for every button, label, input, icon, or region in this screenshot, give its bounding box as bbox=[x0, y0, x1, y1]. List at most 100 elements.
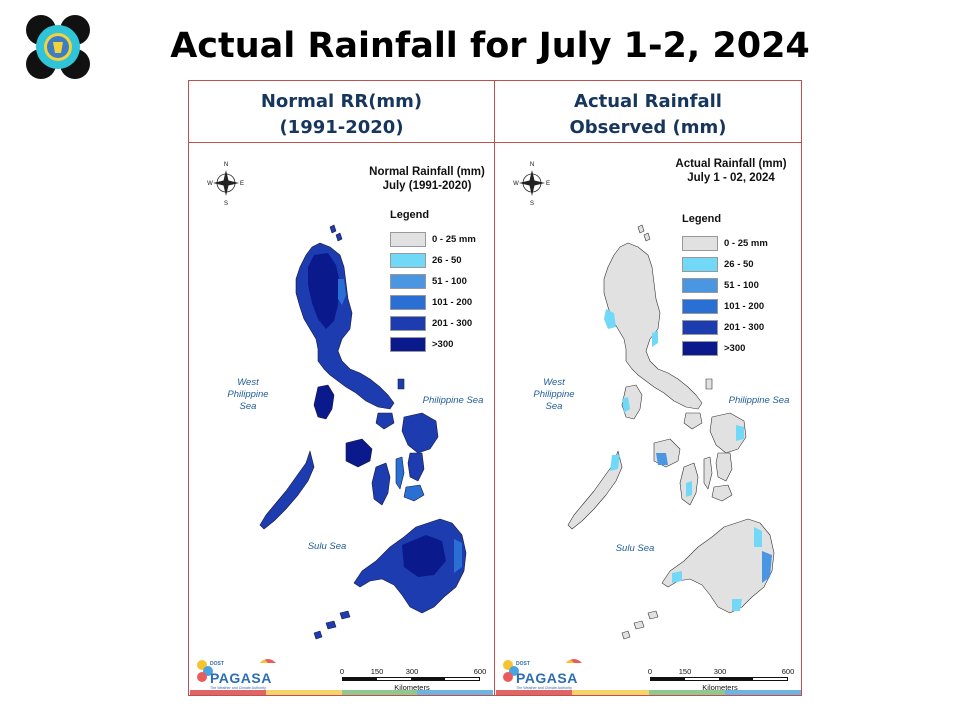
legend-label: 51 - 100 bbox=[724, 280, 759, 291]
legend-row: 0 - 25 mm bbox=[390, 229, 476, 250]
cebu-island bbox=[395, 456, 405, 490]
legend-label: >300 bbox=[432, 339, 454, 350]
legend-label: 101 - 200 bbox=[432, 297, 473, 308]
legend-label: 201 - 300 bbox=[724, 322, 765, 333]
cagayan-zone bbox=[338, 279, 346, 305]
legend-label: 26 - 50 bbox=[724, 259, 754, 270]
bohol-island bbox=[403, 484, 425, 502]
compass-west: W bbox=[513, 181, 519, 187]
west-philippine-sea-label: West Philippine Sea bbox=[524, 377, 584, 413]
mindanao-south-wet-patch bbox=[732, 599, 742, 611]
mindanao-east-wet-patch bbox=[762, 551, 772, 583]
west-sea-label-line1: West bbox=[543, 377, 565, 388]
actual-rainfall-header-line2: Observed (mm) bbox=[569, 117, 727, 138]
normal-rainfall-header-line1: Normal RR(mm) bbox=[260, 91, 423, 112]
legend-swatch bbox=[682, 236, 718, 251]
column-divider bbox=[494, 81, 495, 695]
scale-ticks: 0 150 300 600 bbox=[339, 667, 486, 677]
scale-units: Kilometers bbox=[394, 683, 430, 692]
sulu-sea-label: Sulu Sea bbox=[615, 543, 655, 554]
west-sea-label-line2: Philippine Sea bbox=[533, 389, 575, 412]
philippine-sea-label: Philippine Sea bbox=[728, 395, 790, 406]
legend-swatch bbox=[682, 257, 718, 272]
west-sea-label-line1: West bbox=[237, 377, 259, 388]
bohol-island bbox=[711, 484, 733, 502]
legend-row: 26 - 50 bbox=[682, 254, 768, 275]
actual-rainfall-map: N S E W bbox=[503, 162, 775, 682]
header-divider bbox=[189, 142, 801, 143]
compass-rose-icon: N S E W bbox=[513, 162, 550, 207]
actual-rainfall-header-line1: Actual Rainfall bbox=[574, 91, 722, 112]
cebu-island bbox=[703, 456, 713, 490]
legend-swatch bbox=[682, 341, 718, 356]
normal-map-title: Normal Rainfall (mm) July (1991-2020) bbox=[362, 165, 492, 193]
strip-segment bbox=[648, 690, 725, 695]
catanduanes-island bbox=[397, 378, 405, 390]
legend-label: 0 - 25 mm bbox=[724, 238, 768, 249]
actual-map-title-line1: Actual Rainfall (mm) bbox=[675, 158, 787, 170]
legend-row: >300 bbox=[682, 338, 768, 359]
sulu-islands bbox=[313, 610, 351, 640]
legend-swatch bbox=[390, 274, 426, 289]
strip-segment bbox=[341, 690, 418, 695]
legend-label: 26 - 50 bbox=[432, 255, 462, 266]
legend-title: Legend bbox=[390, 209, 430, 221]
legend-title: Legend bbox=[682, 213, 722, 225]
normal-rainfall-header: Normal RR(mm) (1991-2020) bbox=[189, 89, 494, 141]
actual-rainfall-header: Actual Rainfall Observed (mm) bbox=[495, 89, 801, 141]
normal-rainfall-map-panel: N S E W Normal Rainfall (mm) July (1991-… bbox=[190, 143, 493, 695]
pagasa-wordmark: PAGASA bbox=[516, 670, 578, 686]
samar-island bbox=[401, 412, 439, 454]
panay-island bbox=[345, 438, 373, 468]
legend-swatch bbox=[390, 232, 426, 247]
compass-north: N bbox=[530, 162, 534, 168]
dost-logo bbox=[24, 14, 92, 80]
samar-wet-patch bbox=[736, 425, 744, 441]
scale-bar-graphic bbox=[650, 677, 788, 681]
pagasa-logo-icon bbox=[197, 659, 276, 682]
negros-wet-patch bbox=[686, 481, 692, 497]
negros-island bbox=[371, 462, 391, 506]
mindanao-east-coast bbox=[454, 539, 462, 573]
pagasa-branding: DOST PAGASA The Weather and Climate Auth… bbox=[498, 655, 582, 695]
mindoro-wet-patch bbox=[622, 397, 630, 413]
panay-wet-patch bbox=[656, 453, 668, 465]
legend-row: 51 - 100 bbox=[682, 275, 768, 296]
compass-south: S bbox=[224, 201, 228, 207]
masbate-island bbox=[683, 412, 703, 430]
normal-map-title-line1: Normal Rainfall (mm) bbox=[369, 166, 485, 178]
strip-segment bbox=[190, 690, 266, 695]
palawan-island bbox=[259, 450, 315, 530]
legend-row: >300 bbox=[390, 334, 476, 355]
batanes-islands bbox=[637, 224, 651, 242]
normal-rainfall-header-line2: (1991-2020) bbox=[279, 117, 404, 138]
actual-rainfall-map-panel: N S E W Actual Rainfall (mm) July 1 - 02… bbox=[496, 143, 801, 695]
west-philippine-sea-label: West Philippine Sea bbox=[218, 377, 278, 413]
legend-swatch bbox=[390, 316, 426, 331]
scale-tick: 0 bbox=[647, 667, 653, 676]
pagasa-tagline: The Weather and Climate Authority bbox=[516, 686, 572, 690]
luzon-east-wet-patch bbox=[652, 331, 658, 347]
leyte-island bbox=[407, 452, 425, 482]
strip-segment bbox=[417, 690, 493, 695]
legend-row: 201 - 300 bbox=[682, 317, 768, 338]
normal-map-title-line2: July (1991-2020) bbox=[382, 180, 472, 192]
slide-title: Actual Rainfall for July 1-2, 2024 bbox=[170, 26, 810, 66]
dost-small-text: DOST bbox=[210, 661, 224, 667]
masbate-island bbox=[375, 412, 395, 430]
catanduanes-island bbox=[705, 378, 713, 390]
legend-row: 51 - 100 bbox=[390, 271, 476, 292]
scale-tick: 0 bbox=[339, 667, 345, 676]
leyte-island bbox=[715, 452, 733, 482]
mindanao-west-wet-patch bbox=[672, 571, 682, 583]
legend-swatch bbox=[390, 337, 426, 352]
legend-swatch bbox=[390, 295, 426, 310]
compass-east: E bbox=[546, 181, 550, 187]
mindanao-island bbox=[661, 518, 775, 614]
pagasa-branding: DOST PAGASA The Weather and Climate Auth… bbox=[192, 655, 276, 695]
mindanao-east-edge-patch bbox=[754, 527, 762, 547]
scale-tick: 300 bbox=[405, 667, 419, 676]
mindanao-wet-core bbox=[402, 535, 446, 577]
scale-tick: 300 bbox=[713, 667, 727, 676]
mindoro-island bbox=[313, 384, 335, 420]
